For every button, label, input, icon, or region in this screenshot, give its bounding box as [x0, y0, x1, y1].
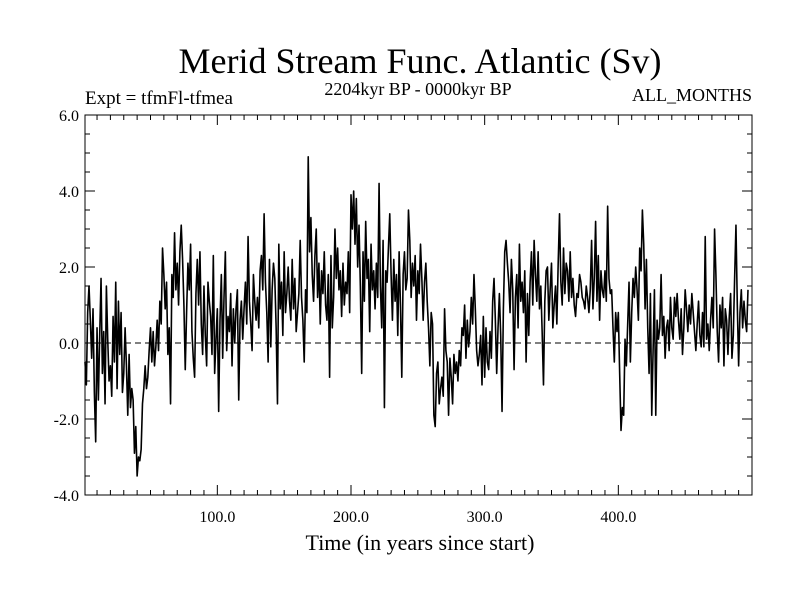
- experiment-label: Expt = tfmFl-tfmea: [85, 88, 233, 109]
- x-axis-label: Time (in years since start): [306, 530, 535, 555]
- y-tick-label: 4.0: [59, 184, 79, 201]
- y-tick-label: -4.0: [54, 488, 79, 505]
- axis-ticks: [85, 114, 752, 496]
- x-tick-label: 400.0: [600, 509, 636, 526]
- months-label: ALL_MONTHS: [632, 85, 752, 105]
- y-tick-label: 6.0: [59, 108, 79, 125]
- y-tick-label: -2.0: [54, 412, 79, 429]
- x-tick-label: 100.0: [199, 509, 235, 526]
- plot-frame: [84, 114, 753, 496]
- period-label: 2204kyr BP - 0000kyr BP: [324, 79, 511, 99]
- y-axis-tick-labels: -4.0 -2.0 0.0 2.0 4.0 6.0: [54, 108, 79, 505]
- chart-title: Merid Stream Func. Atlantic (Sv): [179, 41, 662, 81]
- y-tick-label: 0.0: [59, 336, 79, 353]
- x-tick-label: 300.0: [467, 509, 503, 526]
- x-tick-label: 200.0: [333, 509, 369, 526]
- x-axis-tick-labels: 100.0 200.0 300.0 400.0: [199, 509, 636, 526]
- series-line: [84, 156, 749, 477]
- y-tick-label: 2.0: [59, 260, 79, 277]
